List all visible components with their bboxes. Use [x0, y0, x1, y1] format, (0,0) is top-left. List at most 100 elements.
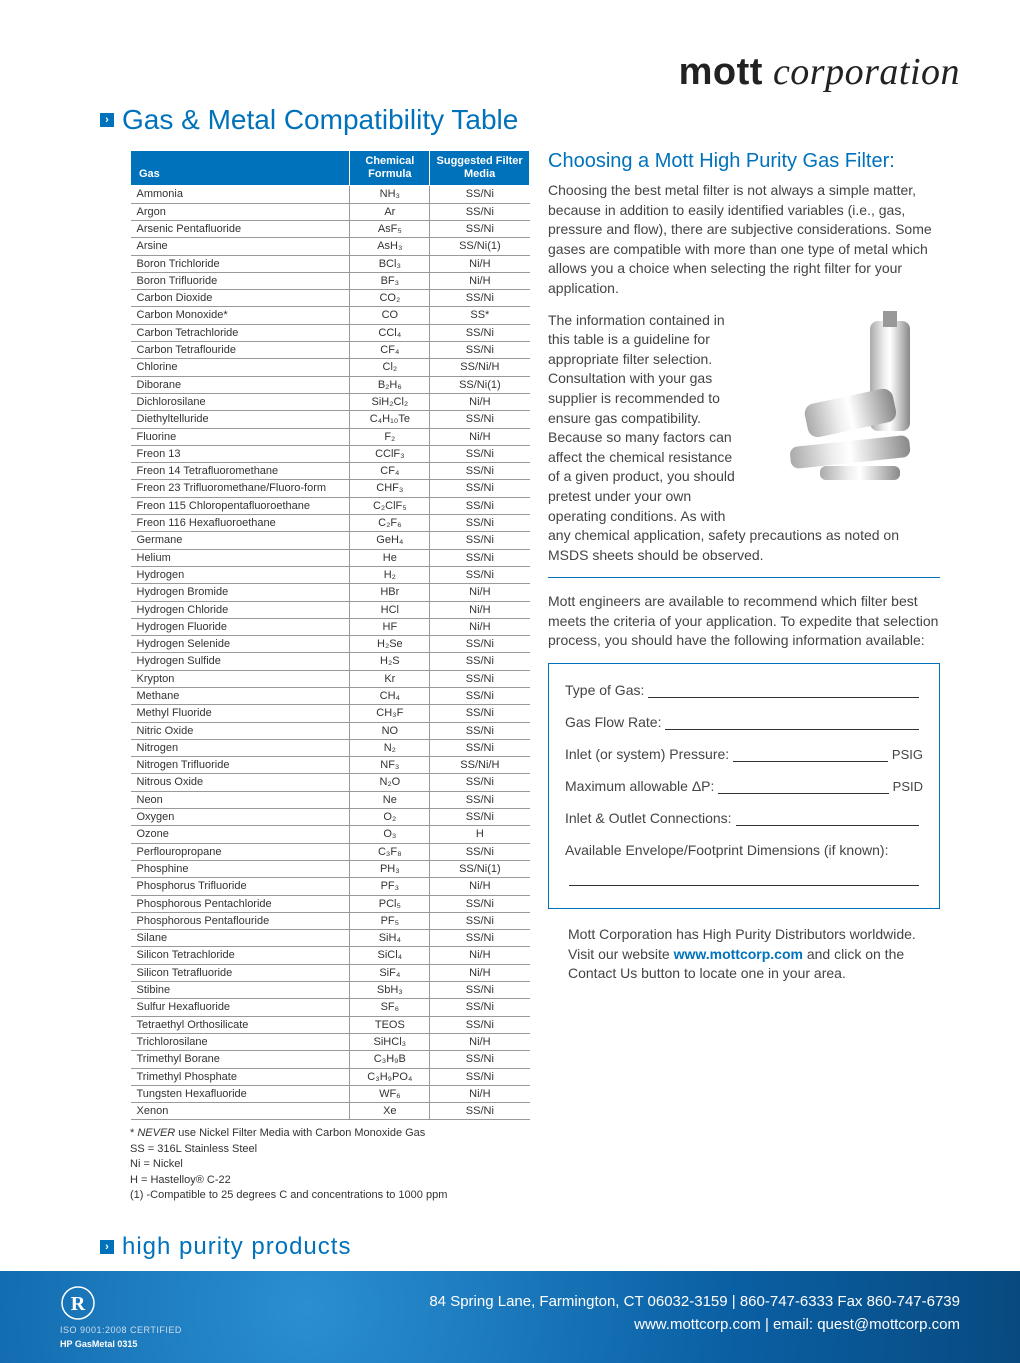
table-row: Carbon TetraflourideCF₄SS/Ni: [131, 342, 530, 359]
table-row: Phosphorus TrifluoridePF₃Ni/H: [131, 878, 530, 895]
doc-id: HP GasMetal 0315: [60, 1339, 137, 1349]
cell-media: SS/Ni: [430, 1016, 530, 1033]
cell-gas: Phosphorus Trifluoride: [131, 878, 350, 895]
cell-gas: Silane: [131, 930, 350, 947]
table-row: Nitrous OxideN₂OSS/Ni: [131, 774, 530, 791]
cell-media: SS/Ni: [430, 791, 530, 808]
table-row: Freon 14 TetrafluoromethaneCF₄SS/Ni: [131, 463, 530, 480]
cell-media: Ni/H: [430, 618, 530, 635]
table-row: Silicon TetrafluorideSiF₄Ni/H: [131, 964, 530, 981]
cell-media: SS/Ni/H: [430, 359, 530, 376]
input-inlet-pressure[interactable]: [733, 748, 888, 762]
cell-media: SS/Ni: [430, 722, 530, 739]
cell-gas: Freon 14 Tetrafluoromethane: [131, 463, 350, 480]
cell-gas: Chlorine: [131, 359, 350, 376]
cell-gas: Trichlorosilane: [131, 1033, 350, 1050]
cell-media: SS/Ni: [430, 497, 530, 514]
cell-media: SS/Ni: [430, 774, 530, 791]
th-formula: Chemical Formula: [350, 151, 430, 186]
cell-formula: PCl₅: [350, 895, 430, 912]
cell-media: Ni/H: [430, 947, 530, 964]
cell-gas: Carbon Dioxide: [131, 290, 350, 307]
title-row: › Gas & Metal Compatibility Table: [100, 104, 960, 136]
cell-formula: SiHCl₃: [350, 1033, 430, 1050]
input-connections[interactable]: [736, 812, 919, 826]
cell-media: SS/Ni: [430, 1103, 530, 1120]
registered-icon: R: [60, 1285, 96, 1321]
svg-text:R: R: [71, 1293, 86, 1315]
table-row: DichlorosilaneSiH₂Cl₂Ni/H: [131, 393, 530, 410]
cell-media: H: [430, 826, 530, 843]
table-row: Nitrogen TrifluorideNF₃SS/Ni/H: [131, 757, 530, 774]
cell-formula: CClF₃: [350, 445, 430, 462]
table-row: Freon 115 ChloropentafluoroethaneC₂ClF₅S…: [131, 497, 530, 514]
cell-formula: PF₃: [350, 878, 430, 895]
cell-gas: Fluorine: [131, 428, 350, 445]
table-row: HydrogenH₂SS/Ni: [131, 566, 530, 583]
table-row: SilaneSiH₄SS/Ni: [131, 930, 530, 947]
cell-media: SS/Ni: [430, 290, 530, 307]
cell-media: SS/Ni: [430, 895, 530, 912]
cell-formula: SiH₂Cl₂: [350, 393, 430, 410]
website-link[interactable]: www.mottcorp.com: [674, 946, 803, 962]
cell-gas: Diborane: [131, 376, 350, 393]
cell-media: Ni/H: [430, 1085, 530, 1102]
table-row: Carbon Monoxide*COSS*: [131, 307, 530, 324]
input-envelope[interactable]: [569, 872, 919, 886]
input-flow-rate[interactable]: [665, 716, 919, 730]
cell-gas: Neon: [131, 791, 350, 808]
cell-gas: Carbon Monoxide*: [131, 307, 350, 324]
table-row: Hydrogen FluorideHFNi/H: [131, 618, 530, 635]
compatibility-table: Gas Chemical Formula Suggested Filter Me…: [130, 150, 530, 1120]
cell-gas: Hydrogen Sulfide: [131, 653, 350, 670]
form-inlet-pressure: Inlet (or system) Pressure:: [565, 746, 729, 762]
cell-formula: H₂: [350, 566, 430, 583]
cell-gas: Germane: [131, 532, 350, 549]
cell-formula: HF: [350, 618, 430, 635]
contact-line2: www.mottcorp.com | email: quest@mottcorp…: [202, 1314, 960, 1337]
cell-formula: C₂ClF₅: [350, 497, 430, 514]
table-row: Hydrogen BromideHBrNi/H: [131, 584, 530, 601]
cell-media: SS/Ni: [430, 1051, 530, 1068]
unit-psig: PSIG: [892, 747, 923, 762]
input-deltap[interactable]: [718, 780, 888, 794]
cell-gas: Nitrogen: [131, 739, 350, 756]
cell-formula: SiCl₄: [350, 947, 430, 964]
footnote: H = Hastelloy® C-22: [130, 1173, 530, 1188]
cell-formula: Xe: [350, 1103, 430, 1120]
table-row: Carbon TetrachlorideCCl₄SS/Ni: [131, 324, 530, 341]
cell-gas: Hydrogen Chloride: [131, 601, 350, 618]
cell-gas: Boron Trifluoride: [131, 272, 350, 289]
cell-formula: AsH₃: [350, 238, 430, 255]
cell-formula: AsF₅: [350, 220, 430, 237]
cell-gas: Trimethyl Borane: [131, 1051, 350, 1068]
footnote: (1) -Compatible to 25 degrees C and conc…: [130, 1188, 530, 1203]
table-row: Hydrogen SulfideH₂SSS/Ni: [131, 653, 530, 670]
table-row: Freon 13CClF₃SS/Ni: [131, 445, 530, 462]
cell-formula: B₂H₆: [350, 376, 430, 393]
cell-media: SS/Ni(1): [430, 376, 530, 393]
cell-gas: Arsine: [131, 238, 350, 255]
cell-formula: CO: [350, 307, 430, 324]
cell-formula: CCl₄: [350, 324, 430, 341]
table-row: NitrogenN₂SS/Ni: [131, 739, 530, 756]
form-connections: Inlet & Outlet Connections:: [565, 810, 732, 826]
cell-gas: Nitrous Oxide: [131, 774, 350, 791]
brand-part2: corporation: [763, 51, 960, 93]
cell-media: SS*: [430, 307, 530, 324]
cell-gas: Trimethyl Phosphate: [131, 1068, 350, 1085]
cell-formula: CF₄: [350, 463, 430, 480]
cell-gas: Boron Trichloride: [131, 255, 350, 272]
cell-gas: Hydrogen Fluoride: [131, 618, 350, 635]
cell-gas: Phosphine: [131, 860, 350, 877]
cell-gas: Hydrogen: [131, 566, 350, 583]
cell-media: SS/Ni: [430, 653, 530, 670]
cell-gas: Tungsten Hexafluoride: [131, 1085, 350, 1102]
cell-gas: Perflouropropane: [131, 843, 350, 860]
input-gas-type[interactable]: [648, 684, 919, 698]
cell-media: SS/Ni: [430, 636, 530, 653]
cell-gas: Dichlorosilane: [131, 393, 350, 410]
cell-media: SS/Ni: [430, 549, 530, 566]
cell-media: SS/Ni: [430, 532, 530, 549]
form-deltap: Maximum allowable ΔP:: [565, 778, 714, 794]
